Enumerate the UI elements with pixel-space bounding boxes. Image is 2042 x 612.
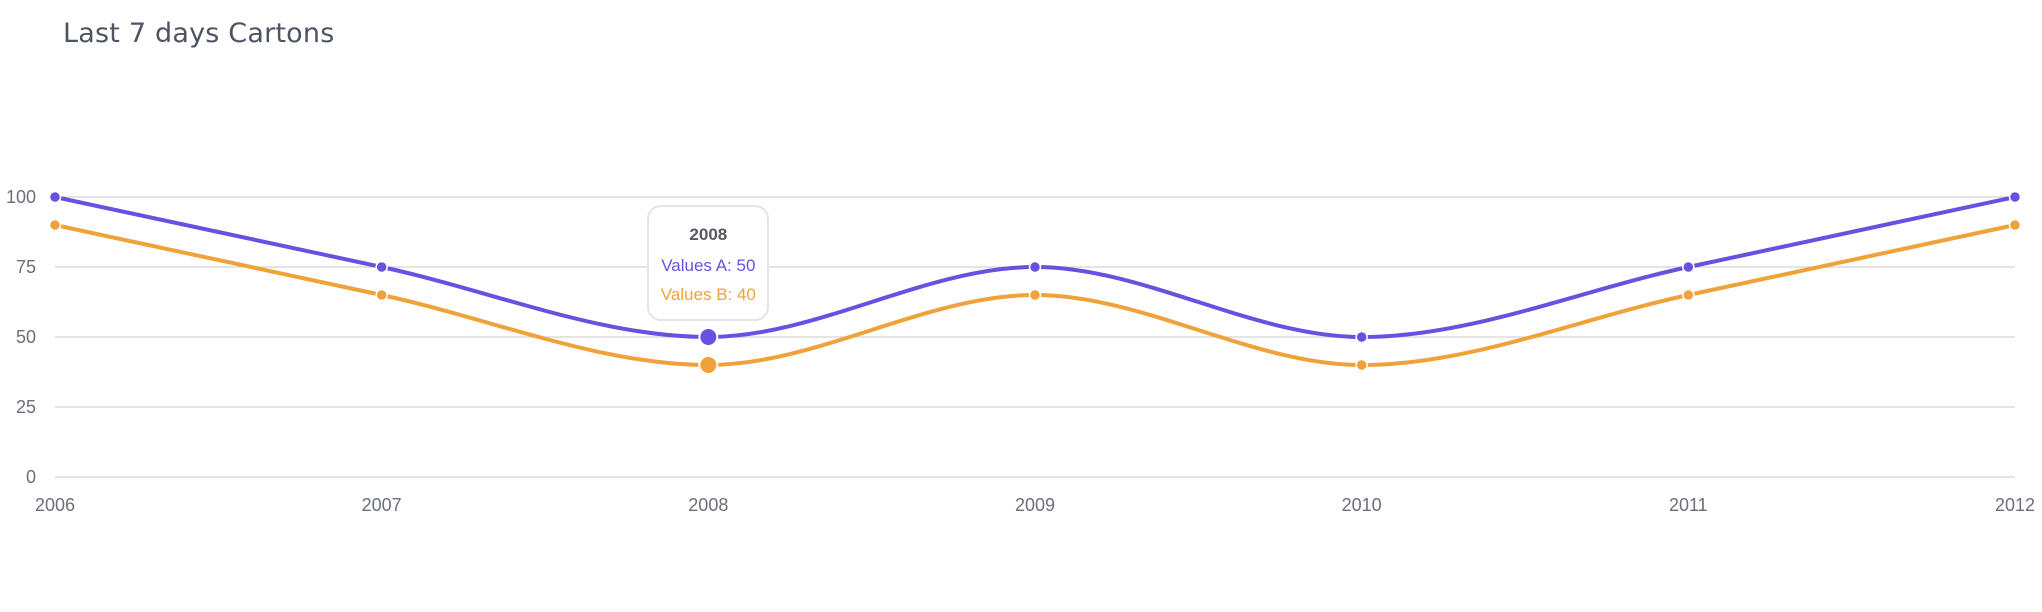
series-lines <box>53 195 2017 367</box>
data-point-b[interactable] <box>2008 218 2022 232</box>
x-tick-label: 2009 <box>1015 495 1055 515</box>
data-point-b[interactable] <box>375 288 388 302</box>
y-tick-label: 25 <box>16 397 36 417</box>
data-point-a[interactable] <box>1355 330 1368 344</box>
tooltip-series-b: Values B: 40 <box>660 285 756 304</box>
x-tick-label: 2011 <box>1669 495 1708 515</box>
x-tick-label: 2007 <box>362 495 402 515</box>
grid-lines <box>55 196 2015 478</box>
data-point-b[interactable] <box>1682 288 1695 302</box>
y-tick-label: 50 <box>16 327 36 347</box>
x-tick-label: 2006 <box>35 495 75 515</box>
x-tick-label: 2010 <box>1342 495 1382 515</box>
y-tick-label: 75 <box>16 257 36 277</box>
data-point-b[interactable] <box>698 355 719 375</box>
tooltip-series-a: Values A: 50 <box>661 256 756 275</box>
chart-title: Last 7 days Cartons <box>63 18 335 49</box>
data-point-a[interactable] <box>698 327 719 347</box>
tooltip-title: 2008 <box>689 225 728 244</box>
data-point-b[interactable] <box>1028 288 1042 302</box>
data-point-a[interactable] <box>1028 260 1042 274</box>
data-point-b[interactable] <box>1355 358 1368 372</box>
data-point-a[interactable] <box>2008 190 2022 204</box>
x-tick-label: 2012 <box>1995 495 2035 515</box>
y-tick-label: 0 <box>26 467 36 487</box>
data-point-b[interactable] <box>48 218 62 232</box>
data-point-a[interactable] <box>1682 260 1695 274</box>
data-point-a[interactable] <box>48 190 62 204</box>
y-tick-label: 100 <box>6 187 36 207</box>
x-tick-label: 2008 <box>688 495 728 515</box>
series-points[interactable] <box>48 190 2022 375</box>
x-axis-ticks: 2006 2007 2008 2009 2010 2011 2012 <box>35 495 2035 515</box>
data-point-a[interactable] <box>375 260 388 274</box>
chart-tooltip: 2008 Values A: 50 Values B: 40 <box>647 205 770 321</box>
y-axis-ticks: 0 25 50 75 100 <box>6 187 36 487</box>
